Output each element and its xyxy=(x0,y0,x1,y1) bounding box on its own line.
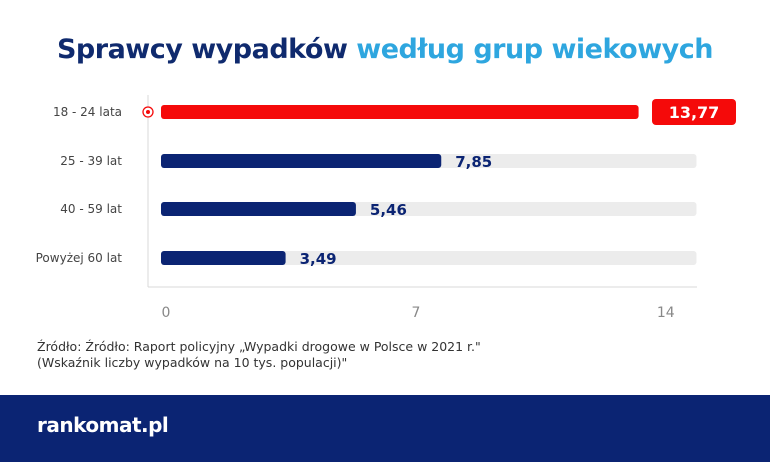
rankomat-logo[interactable]: rankomat.pl xyxy=(37,413,169,437)
category-label: 25 - 39 lat xyxy=(60,154,122,168)
bar-track xyxy=(161,251,697,265)
value-label: 3,49 xyxy=(300,250,337,268)
title-part-2: według grup wiekowych xyxy=(356,34,713,65)
x-tick-label: 7 xyxy=(411,305,420,321)
footer-band: rankomat.pl xyxy=(0,395,770,462)
value-label: 5,46 xyxy=(370,201,407,219)
source-note: Źródło: Źródło: Raport policyjny „Wypadk… xyxy=(37,339,481,371)
x-tick-label: 0 xyxy=(162,305,171,321)
value-label-box xyxy=(652,99,736,125)
chart-title: Sprawcy wypadków według grup wiekowych xyxy=(0,34,770,65)
x-tick-label: 14 xyxy=(657,305,675,321)
bar xyxy=(161,251,286,265)
category-label: Powyżej 60 lat xyxy=(36,251,123,265)
bar xyxy=(161,202,356,216)
category-label: 40 - 59 lat xyxy=(60,202,122,216)
highlight-marker-dot xyxy=(146,110,150,114)
bar xyxy=(161,105,639,119)
category-label: 18 - 24 lata xyxy=(53,105,122,119)
source-line-1: Źródło: Źródło: Raport policyjny „Wypadk… xyxy=(37,339,481,354)
source-line-2: (Wskaźnik liczby wypadków na 10 tys. pop… xyxy=(37,355,348,370)
title-part-1: Sprawcy wypadków xyxy=(56,34,348,65)
bar xyxy=(161,154,442,168)
value-label: 7,85 xyxy=(455,153,492,171)
value-label: 13,77 xyxy=(669,103,720,122)
bar-chart: 0 7 14 18 - 24 lata 13,77 25 - 39 lat 7,85 40 -… xyxy=(36,95,736,321)
